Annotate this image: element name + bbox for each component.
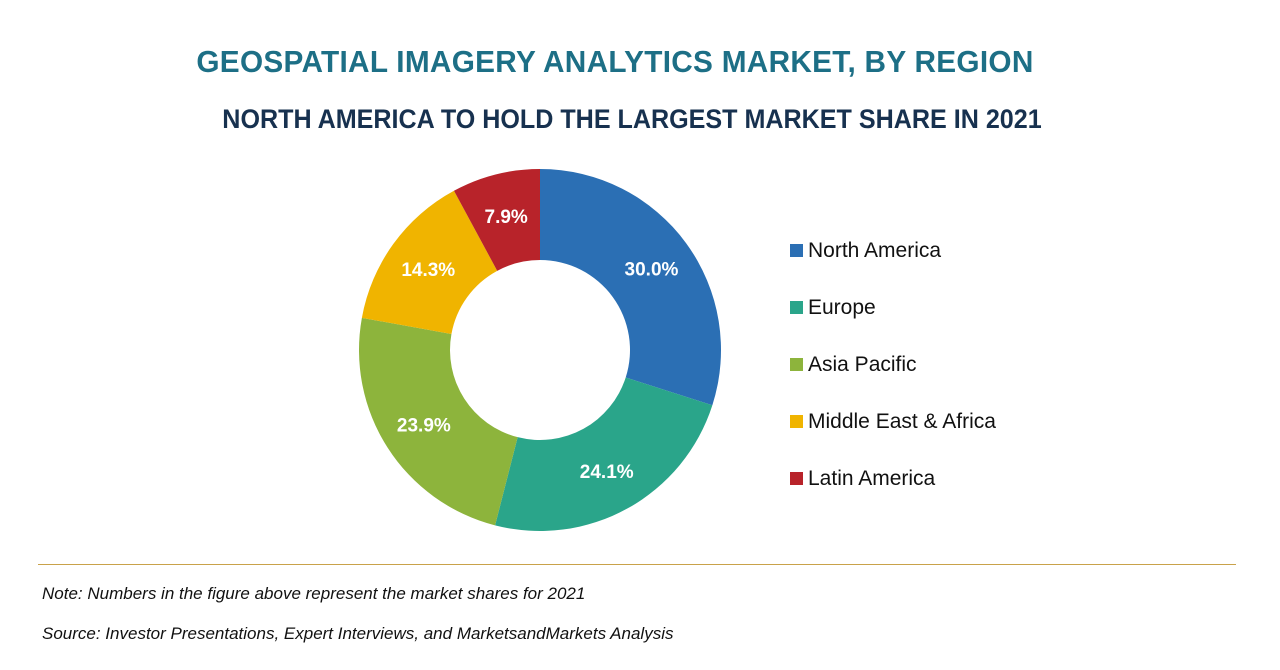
slice-middle-east-and-africa xyxy=(361,190,498,335)
legend-swatch-asia-pacific xyxy=(790,358,803,371)
legend-item-north-america: North America xyxy=(790,222,996,279)
legend-swatch-north-america xyxy=(790,244,803,257)
legend-swatch-latin-america xyxy=(790,472,803,485)
footer-note: Note: Numbers in the figure above repres… xyxy=(42,584,586,603)
legend-item-middle-east-and-africa: Middle East & Africa xyxy=(790,393,996,450)
legend-item-europe: Europe xyxy=(790,279,996,336)
slice-asia-pacific xyxy=(359,317,518,526)
footer-source: Source: Investor Presentations, Expert I… xyxy=(42,624,674,643)
chart-subtitle: NORTH AMERICA TO HOLD THE LARGEST MARKET… xyxy=(222,104,1042,134)
slice-label-north-america: 30.0% xyxy=(625,260,679,281)
donut-slices xyxy=(359,169,721,531)
legend-item-latin-america: Latin America xyxy=(790,450,996,507)
slice-europe xyxy=(495,377,713,531)
slice-latin-america xyxy=(453,169,540,271)
slice-label-asia-pacific: 23.9% xyxy=(397,416,451,437)
donut-chart: 30.0% 24.1% 23.9% 14.3% 7.9% xyxy=(359,169,721,531)
legend-label-europe: Europe xyxy=(808,295,876,319)
footer-divider xyxy=(38,564,1236,565)
slice-north-america xyxy=(540,169,721,406)
legend-item-asia-pacific: Asia Pacific xyxy=(790,336,996,393)
slice-label-latin-america: 7.9% xyxy=(485,207,528,228)
legend-label-asia-pacific: Asia Pacific xyxy=(808,352,917,376)
slice-label-middle-east-and-africa: 14.3% xyxy=(401,260,455,281)
slice-label-europe: 24.1% xyxy=(580,462,634,483)
chart-legend: North America Europe Asia Pacific Middle Ea… xyxy=(790,222,996,507)
chart-title: GEOSPATIAL IMAGERY ANALYTICS MARKET, BY … xyxy=(196,44,1034,79)
donut-labels: 30.0% 24.1% 23.9% 14.3% 7.9% xyxy=(397,207,679,483)
legend-label-latin-america: Latin America xyxy=(808,466,936,490)
legend-label-middle-east-and-africa: Middle East & Africa xyxy=(808,409,996,433)
legend-swatch-middle-east-and-africa xyxy=(790,415,803,428)
legend-label-north-america: North America xyxy=(808,238,942,262)
legend-swatch-europe xyxy=(790,301,803,314)
